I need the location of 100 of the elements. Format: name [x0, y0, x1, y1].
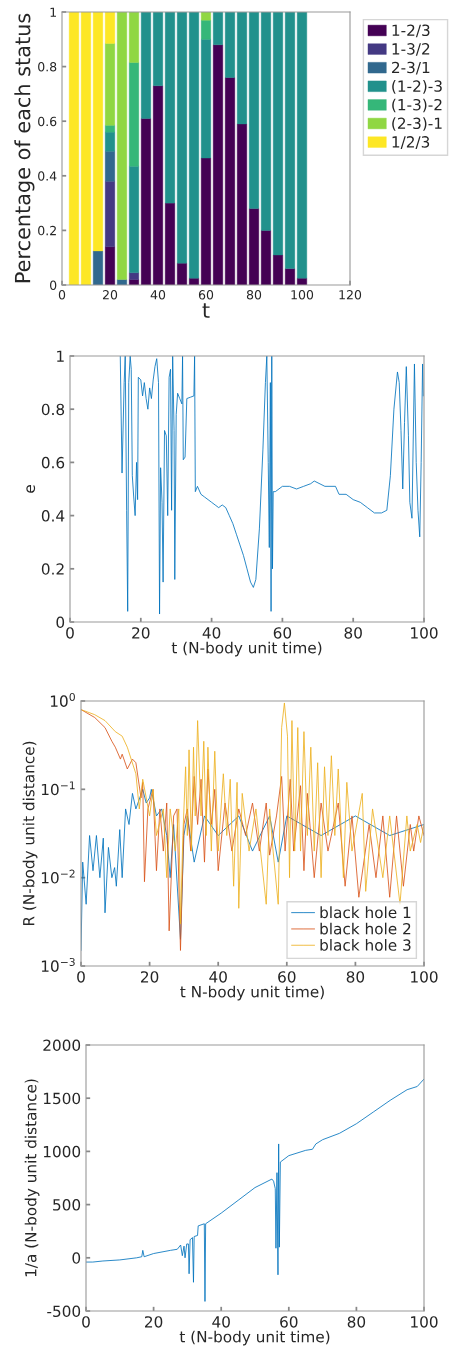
bar [248, 12, 260, 209]
bar [224, 77, 236, 285]
x-tick-label: 20 [132, 627, 150, 639]
legend-label: black hole 3 [320, 938, 411, 951]
bar [80, 12, 92, 285]
bar [224, 12, 236, 78]
bar [200, 12, 212, 21]
bar [140, 118, 152, 285]
x-tick-label: 40 [150, 290, 166, 300]
y-tick-label: 0.6 [38, 116, 57, 127]
x-tick-label: 120 [339, 290, 362, 300]
x-tick-label: 60 [273, 627, 292, 639]
bar [104, 43, 116, 126]
y-tick-label: 0.6 [41, 456, 65, 469]
bar [104, 181, 116, 247]
bar [104, 246, 116, 285]
y-tick-label: 0 [50, 280, 57, 290]
legend-label: (2-3)-1 [392, 117, 442, 131]
x-tick-label: 100 [411, 971, 438, 983]
bar [248, 208, 260, 285]
x-tick-label: 40 [202, 627, 221, 639]
bar [236, 123, 248, 285]
bar [128, 12, 140, 63]
y-tick-label: 0.4 [38, 171, 57, 181]
legend-label: 2-3/1 [392, 61, 430, 75]
x-tick-label: 40 [212, 1316, 230, 1328]
bar [236, 12, 248, 125]
x-tick-label: 20 [102, 290, 118, 300]
bar [188, 12, 200, 279]
x-axis-title: t [202, 303, 210, 318]
x-tick-label: 20 [145, 1316, 163, 1328]
y-tick-label: 1500 [43, 1092, 81, 1105]
y-tick-label: 0.4 [41, 510, 65, 522]
bar [260, 12, 272, 231]
x-tick-label: 60 [198, 290, 214, 300]
x-tick-label: 80 [346, 971, 365, 983]
bar [104, 12, 116, 44]
x-axis-title: t (N-body unit time) [171, 641, 322, 657]
bar [200, 19, 212, 40]
line-series [86, 1078, 424, 1302]
legend-label: 1-3/2 [392, 43, 430, 56]
y-tick-label: 1 [57, 350, 64, 362]
y-axis-title: 1/a (N-body unit distance) [24, 1079, 40, 1277]
y-axis-title: Percentage of each status [14, 13, 35, 283]
bar [164, 202, 176, 285]
bar [140, 12, 152, 119]
bar [92, 250, 104, 285]
y-tick-label: 0.2 [41, 563, 64, 575]
bar [212, 44, 224, 285]
y-tick-label: 0.8 [41, 403, 65, 416]
y-tick-label: 10$^{−1}$ [41, 781, 75, 796]
bar [68, 12, 80, 285]
y-tick-label: 2000 [43, 1039, 81, 1052]
x-tick-label: 0 [82, 1316, 90, 1328]
x-tick-label: 60 [280, 1316, 298, 1328]
bar [104, 125, 116, 133]
x-tick-label: 80 [344, 627, 362, 639]
legend-label: 1-2/3 [392, 24, 430, 38]
bar [116, 12, 128, 280]
y-axis-title: e [26, 485, 36, 493]
x-tick-label: 100 [411, 627, 438, 639]
bar [296, 12, 308, 279]
bar [272, 254, 284, 285]
line-series [119, 356, 424, 615]
bar [128, 62, 140, 167]
x-tick-label: 60 [278, 971, 296, 983]
bar [176, 12, 188, 264]
x-tick-label: 40 [209, 971, 227, 983]
bar [92, 12, 104, 252]
y-tick-label: 0.2 [38, 225, 56, 236]
bar [200, 39, 212, 159]
bar [284, 12, 296, 269]
x-tick-label: 100 [291, 290, 314, 300]
x-tick-label: 20 [141, 971, 159, 983]
x-axis-title: t (N-body unit time) [179, 1330, 330, 1346]
legend-label: 1/2/3 [392, 136, 430, 149]
bar [104, 131, 116, 152]
legend-label: (1-2)-3 [392, 80, 442, 94]
y-tick-label: 10$^{−2}$ [41, 869, 75, 884]
legend-label: black hole 1 [320, 906, 411, 919]
bar [152, 85, 164, 285]
bar [212, 12, 224, 45]
y-tick-label: 0.8 [38, 62, 57, 72]
legend-label: (1-3)-2 [392, 98, 442, 113]
y-tick-label: -500 [47, 1305, 81, 1318]
bar [200, 157, 212, 285]
bar [272, 12, 284, 256]
y-tick-label: 1000 [43, 1145, 81, 1158]
y-tick-label: 500 [53, 1199, 81, 1211]
bar [128, 166, 140, 273]
legend-label: black hole 2 [320, 922, 411, 935]
bar [104, 151, 116, 182]
y-tick-label: 10$^{−3}$ [41, 957, 75, 972]
y-tick-label: 0 [72, 1252, 81, 1264]
x-tick-label: 100 [411, 1316, 438, 1328]
y-tick-label: 1 [50, 7, 56, 17]
bar [152, 12, 164, 86]
bar [176, 262, 188, 285]
y-tick-label: 0 [56, 616, 65, 629]
bar [284, 268, 296, 285]
